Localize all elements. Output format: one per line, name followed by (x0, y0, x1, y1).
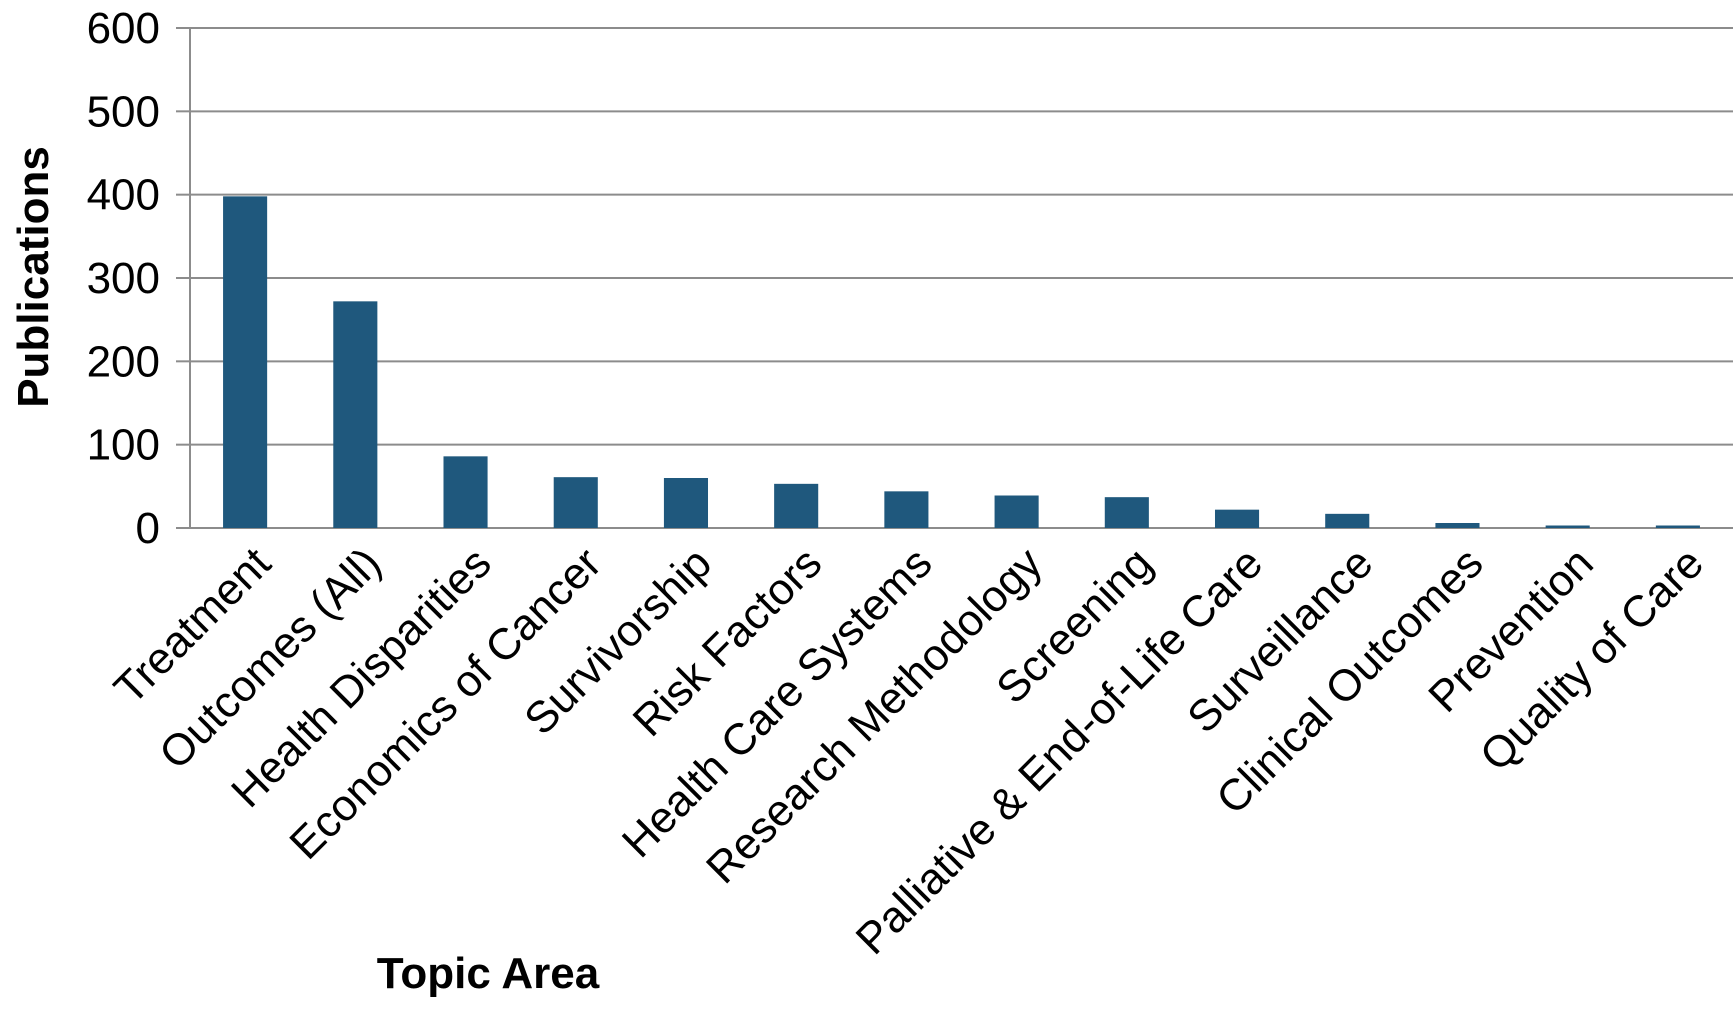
bar (1214, 509, 1260, 528)
bar (223, 196, 268, 529)
gridlines (190, 27, 1733, 446)
bar (1655, 525, 1700, 528)
y-axis-ticks: 0 100 200 300 400 500 600 (87, 4, 190, 553)
bar (1104, 497, 1149, 528)
y-tick-label: 400 (87, 171, 160, 220)
bar (333, 301, 378, 528)
x-axis-title: Topic Area (377, 949, 600, 998)
y-tick-label: 0 (136, 504, 160, 553)
bar (443, 456, 488, 528)
bar (994, 495, 1039, 528)
bar (884, 491, 929, 528)
y-axis-title: Publications (9, 146, 58, 408)
y-tick-label: 100 (87, 421, 160, 470)
y-tick-label: 500 (87, 87, 160, 136)
y-tick-label: 200 (87, 337, 160, 386)
bar (1325, 513, 1370, 528)
y-tick-label: 300 (87, 254, 160, 303)
bar (774, 483, 819, 528)
bar (553, 477, 598, 528)
bar (663, 478, 709, 528)
bar (1545, 525, 1590, 528)
y-tick-label: 600 (87, 4, 160, 53)
bar (1435, 523, 1480, 528)
bars (223, 196, 1700, 529)
